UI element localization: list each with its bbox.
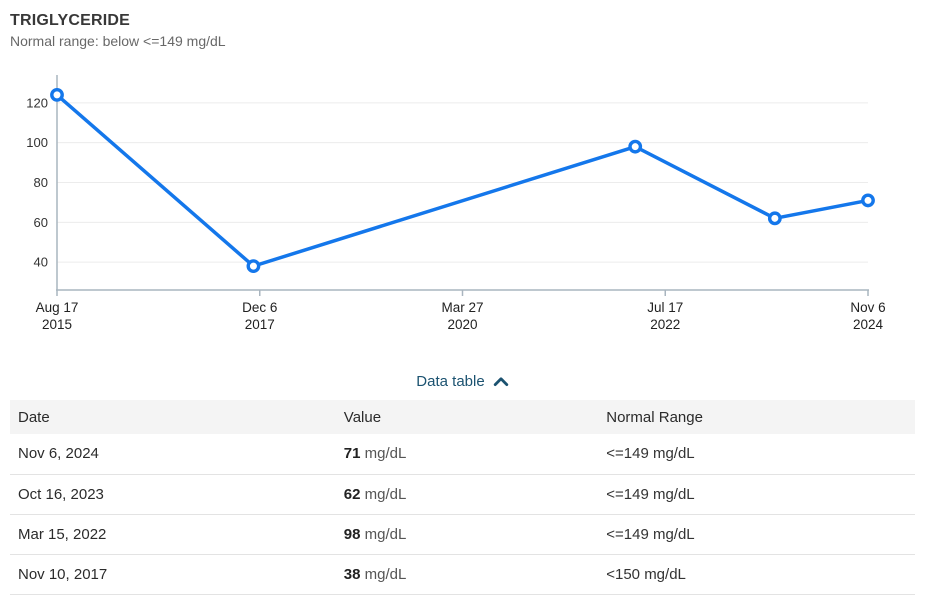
value-unit: mg/dL bbox=[364, 565, 407, 583]
chart-point[interactable] bbox=[50, 88, 64, 102]
data-table-header-row: Date Value Normal Range bbox=[10, 400, 915, 434]
date-cell: Nov 10, 2017 bbox=[10, 554, 336, 595]
value-unit: mg/dL bbox=[364, 445, 407, 463]
chart-point[interactable] bbox=[767, 211, 782, 226]
value-cell: 62 mg/dL bbox=[335, 474, 599, 515]
data-table-toggle[interactable]: Data table bbox=[416, 373, 508, 390]
data-table-toggle-label: Data table bbox=[416, 372, 485, 390]
normal-range-cell: <150 mg/dL bbox=[598, 554, 915, 595]
trend-chart-svg: 40 60 80 100 120 Aug 17 2015 Dec 6 2017 Mar 27 202… bbox=[26, 75, 886, 332]
value-cell: 71 mg/dL bbox=[335, 434, 599, 475]
table-row: Mar 15, 2022 98 mg/dL <=149 mg/dL bbox=[10, 514, 915, 555]
normal-range-cell: <=149 mg/dL bbox=[598, 434, 915, 475]
value-cell: 98 mg/dL bbox=[335, 514, 599, 555]
data-table-toggle-row: Data table bbox=[0, 369, 925, 393]
x-tick-label: Jul 17 bbox=[647, 300, 683, 315]
column-header-date: Date bbox=[10, 400, 336, 434]
chart-point[interactable] bbox=[628, 139, 643, 154]
normal-range-subtitle: Normal range: below <=149 mg/dL bbox=[10, 33, 226, 49]
value-cell: 38 mg/dL bbox=[335, 554, 599, 595]
x-tick-label: 2024 bbox=[853, 317, 884, 332]
x-tick-label: Aug 17 bbox=[36, 300, 79, 315]
date-cell: Oct 16, 2023 bbox=[10, 474, 336, 515]
x-tick-label: Nov 6 bbox=[850, 300, 885, 315]
normal-range-cell: <=149 mg/dL bbox=[598, 514, 915, 555]
value-number: 98 bbox=[343, 525, 361, 543]
date-cell: Nov 6, 2024 bbox=[10, 434, 336, 475]
result-header: TRIGLYCERIDE Normal range: below <=149 m… bbox=[0, 0, 925, 51]
x-tick-label: Mar 27 bbox=[441, 300, 483, 315]
x-tick-label: 2020 bbox=[447, 317, 477, 332]
y-tick-label: 60 bbox=[34, 215, 48, 230]
page-title: TRIGLYCERIDE bbox=[10, 12, 131, 29]
value-number: 62 bbox=[343, 485, 361, 503]
y-tick-label: 40 bbox=[34, 255, 48, 270]
chart-point[interactable] bbox=[246, 259, 261, 274]
date-cell: Mar 15, 2022 bbox=[10, 514, 336, 555]
x-tick-label: 2022 bbox=[650, 317, 680, 332]
value-number: 38 bbox=[343, 565, 361, 583]
table-row: Nov 10, 2017 38 mg/dL <150 mg/dL bbox=[10, 554, 915, 595]
data-table-body: Nov 6, 2024 71 mg/dL <=149 mg/dL Oct 16, 20… bbox=[10, 434, 915, 595]
x-tick-label: 2015 bbox=[42, 317, 72, 332]
table-row: Oct 16, 2023 62 mg/dL <=149 mg/dL bbox=[10, 474, 915, 515]
y-tick-label: 80 bbox=[34, 175, 48, 190]
trend-line bbox=[55, 93, 870, 268]
x-tick-label: 2017 bbox=[245, 317, 275, 332]
normal-range-cell: <=149 mg/dL bbox=[598, 474, 915, 515]
y-tick-label: 100 bbox=[26, 135, 48, 150]
chevron-up-icon bbox=[493, 376, 509, 387]
value-unit: mg/dL bbox=[364, 525, 407, 543]
value-number: 71 bbox=[343, 445, 361, 463]
data-table: Date Value Normal Range Nov 6, 2024 71 mg/d… bbox=[10, 400, 915, 595]
table-row: Nov 6, 2024 71 mg/dL <=149 mg/dL bbox=[10, 434, 915, 475]
data-table-section: Date Value Normal Range Nov 6, 2024 71 mg/d… bbox=[10, 400, 915, 595]
chart-point[interactable] bbox=[861, 193, 875, 208]
y-tick-label: 120 bbox=[26, 95, 48, 110]
trend-chart: 40 60 80 100 120 Aug 17 2015 Dec 6 2017 Mar 27 202… bbox=[0, 65, 925, 360]
column-header-value: Value bbox=[335, 400, 599, 434]
value-unit: mg/dL bbox=[364, 485, 407, 503]
x-tick-label: Dec 6 bbox=[242, 300, 277, 315]
column-header-normal-range: Normal Range bbox=[598, 400, 915, 434]
